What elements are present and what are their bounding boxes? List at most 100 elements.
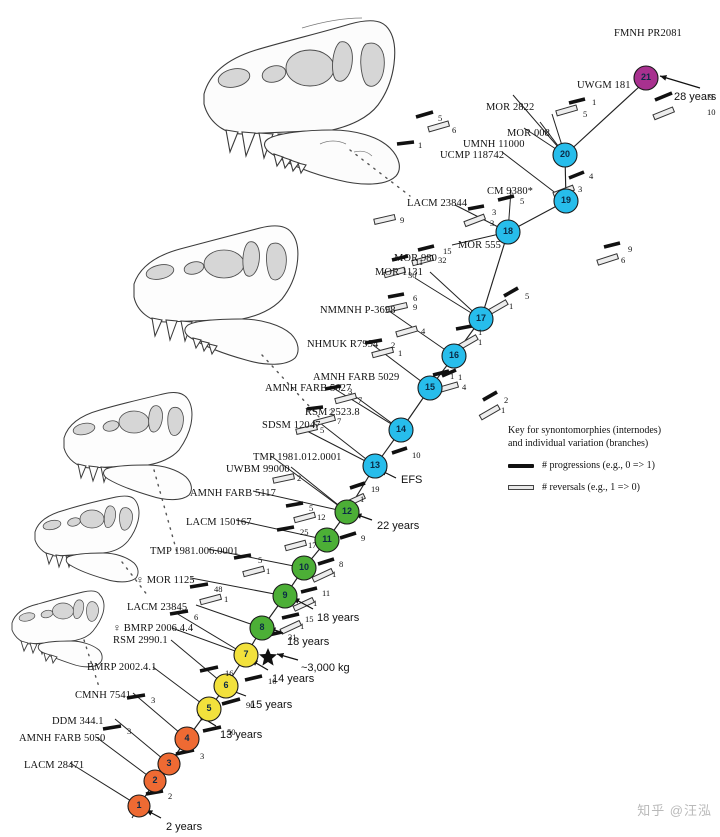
reversal-count: 1 [332, 569, 337, 579]
tree-node-2[interactable] [143, 769, 167, 793]
reversal-count: 5 [320, 425, 325, 435]
taxon-label: AMNH FARB 5027 [265, 383, 352, 394]
progression-count: 11 [415, 257, 424, 267]
taxon-label: MOR 980 [394, 253, 437, 264]
skull-small [26, 487, 156, 589]
reversal-count: 6 [621, 255, 626, 265]
reversal-count: 32 [438, 255, 447, 265]
tree-node-21[interactable] [633, 65, 659, 91]
reversal-count: 7 [358, 395, 363, 405]
annotation-label: ~3,000 kg [301, 662, 350, 674]
reversal-count: 9 [413, 302, 418, 312]
annotation-label: 28 years [674, 91, 717, 103]
tree-node-15[interactable] [417, 375, 443, 401]
progression-count: 16 [268, 676, 277, 686]
reversal-swatch-icon [508, 485, 534, 490]
taxon-label: TMP 1981.012.0001 [253, 452, 342, 463]
reversal-count: 1 [509, 301, 514, 311]
tree-node-9[interactable] [272, 583, 298, 609]
annotation-label: 13 years [220, 729, 263, 741]
progression-count: 9 [361, 533, 366, 543]
annotation-label: 22 years [377, 520, 420, 532]
taxon-label: TMP 1981.006.0001 [150, 546, 239, 557]
tree-node-17[interactable] [468, 306, 494, 332]
tree-node-11[interactable] [314, 527, 340, 553]
taxon-label: RSM 2990.1 [113, 635, 168, 646]
progression-count: 9 [628, 244, 633, 254]
tree-node-10[interactable] [291, 555, 317, 581]
progression-count: 1 [458, 372, 463, 382]
taxon-label: CMNH 7541 [75, 690, 132, 701]
progression-count: 16 [225, 668, 234, 678]
reversal-count: 5 [583, 109, 588, 119]
tree-node-18[interactable] [495, 219, 521, 245]
progression-count: 3 [492, 207, 497, 217]
taxon-label: CM 9380* [487, 186, 534, 197]
progression-count: 1 [478, 327, 483, 337]
tree-node-12[interactable] [334, 499, 360, 525]
skull-medium-drawing [63, 392, 193, 501]
reversal-count: 3 [490, 218, 495, 228]
legend-heading-line1: Key for synontomorphies (internodes) [508, 425, 662, 436]
skull-large [118, 212, 318, 372]
annotation-label: 18 years [287, 636, 330, 648]
progression-count: 5 [438, 113, 443, 123]
annotation-label: 2 years [166, 821, 203, 833]
skull-large-drawing [133, 225, 299, 365]
taxon-label: UCMP 118742 [440, 150, 505, 161]
tree-node-4[interactable] [174, 726, 200, 752]
reversal-count: 1 [501, 405, 506, 415]
tree-node-16[interactable] [441, 343, 467, 369]
annotation-label: EFS [401, 474, 423, 486]
progression-count: 15 [305, 614, 314, 624]
reversal-count: 1 [398, 348, 403, 358]
taxon-label: MOR 008 [507, 128, 550, 139]
annotation-label: 15 years [250, 699, 293, 711]
progression-swatch-icon [508, 463, 534, 468]
progression-count: 25 [300, 527, 309, 537]
reversal-count: 4 [421, 326, 426, 336]
progression-count: 15 [443, 246, 452, 256]
skull-largest [182, 6, 422, 191]
reversal-count: 1 [224, 594, 229, 604]
taxon-label: DDM 344.1 [52, 716, 104, 727]
tree-node-20[interactable] [552, 142, 578, 168]
progression-count: 6 [413, 293, 418, 303]
progression-ticks [102, 91, 673, 796]
skull-medium [52, 382, 212, 510]
reversal-count: 6 [452, 125, 457, 135]
tree-node-8[interactable] [249, 615, 275, 641]
tree-node-7[interactable] [233, 642, 259, 668]
tree-node-3[interactable] [157, 752, 181, 776]
skull-largest-drawing [203, 17, 400, 185]
reversal-count: 1 [478, 337, 483, 347]
legend-reversals-label: # reversals (e.g., 1 => 0) [542, 482, 640, 493]
progression-count: 48 [214, 584, 223, 594]
taxon-label: UWGM 181 [577, 80, 631, 91]
taxon-label: MOR 2822 [486, 102, 535, 113]
tree-node-19[interactable] [553, 188, 579, 214]
legend-progressions-label: # progressions (e.g., 0 => 1) [542, 460, 655, 471]
annotation-label: 18 years [317, 612, 360, 624]
taxon-label: AMNH FARB 5029 [313, 372, 400, 383]
progression-count: 31 [288, 632, 297, 642]
tree-node-1[interactable] [127, 794, 151, 818]
reversal-count: 4 [462, 382, 467, 392]
tree-node-14[interactable] [388, 417, 414, 443]
legend-heading-line2: and individual variation (branches) [508, 438, 649, 449]
reversal-count: 1 [266, 566, 271, 576]
progression-count: 1 [450, 371, 455, 381]
legend-reversals-row: # reversals (e.g., 1 => 0) [508, 481, 708, 494]
tree-node-6[interactable] [213, 673, 239, 699]
progression-count: 90 [246, 700, 255, 710]
progression-count: 2 [329, 407, 334, 417]
taxon-label: LACM 150167 [186, 517, 252, 528]
taxon-label: SDSM 12047 [262, 420, 321, 431]
taxon-label: UMNH 11000 [463, 139, 525, 150]
tree-node-13[interactable] [362, 453, 388, 479]
reversal-count: 10 [707, 107, 716, 117]
tree-node-5[interactable] [196, 696, 222, 722]
